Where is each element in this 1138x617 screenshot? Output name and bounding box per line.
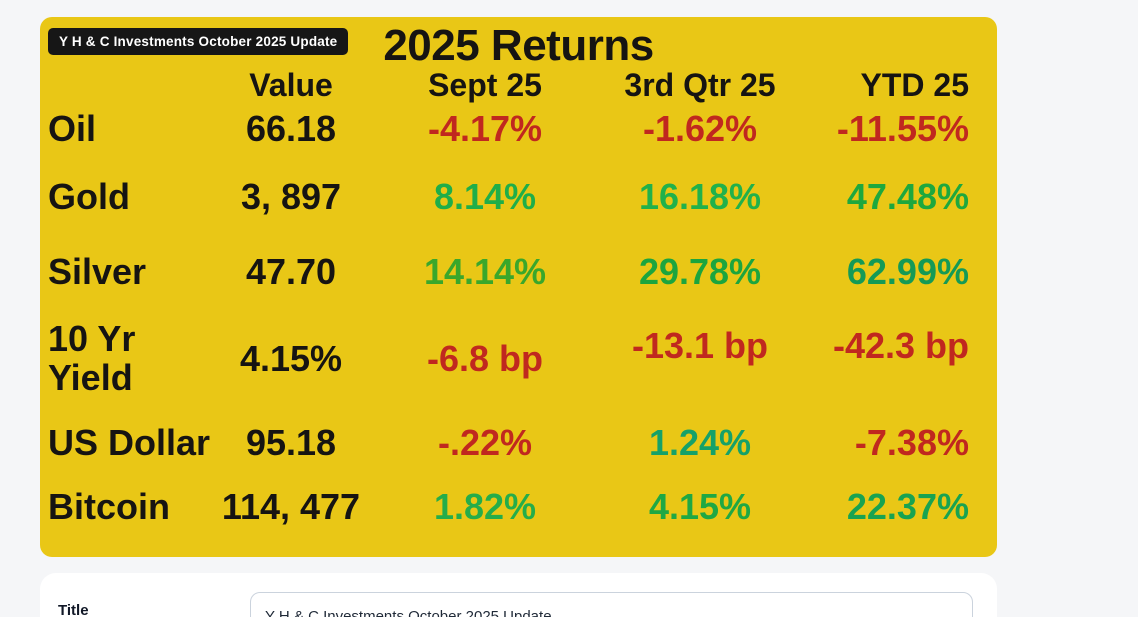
asset-value: 114, 477 bbox=[221, 485, 361, 527]
title-field-label: Title bbox=[58, 602, 89, 617]
column-header-value: Value bbox=[249, 66, 333, 103]
ytd-return: 62.99% bbox=[846, 250, 969, 292]
asset-name: Oil bbox=[48, 107, 97, 149]
qtr-return: 1.24% bbox=[648, 421, 752, 463]
returns-graphic[interactable]: Y H & C Investments October 2025 Update … bbox=[40, 17, 997, 557]
qtr-return: -1.62% bbox=[642, 107, 758, 149]
ytd-return: -42.3 bp bbox=[832, 324, 969, 366]
table-row: Bitcoin 114, 477 1.82% 4.15% 22.37% bbox=[40, 485, 997, 527]
qtr-return: 4.15% bbox=[648, 485, 752, 527]
sept-return: 8.14% bbox=[433, 175, 537, 217]
table-row: US Dollar 95.18 -.22% 1.24% -7.38% bbox=[40, 421, 997, 463]
update-badge: Y H & C Investments October 2025 Update bbox=[48, 28, 349, 55]
asset-value: 95.18 bbox=[245, 421, 337, 463]
graphic-title: 2025 Returns bbox=[383, 21, 654, 70]
sept-return: 1.82% bbox=[433, 485, 537, 527]
qtr-return: 29.78% bbox=[638, 250, 762, 292]
asset-value: 47.70 bbox=[245, 250, 337, 292]
sept-return: -.22% bbox=[437, 421, 533, 463]
table-row: Silver 47.70 14.14% 29.78% 62.99% bbox=[40, 250, 997, 292]
asset-name: Bitcoin bbox=[48, 485, 170, 527]
table-row: Gold 3, 897 8.14% 16.18% 47.48% bbox=[40, 175, 997, 217]
column-header-ytd: YTD 25 bbox=[860, 66, 969, 103]
asset-value: 4.15% bbox=[239, 337, 343, 379]
asset-value: 66.18 bbox=[245, 107, 337, 149]
sept-return: 14.14% bbox=[423, 250, 547, 292]
form-panel: Title bbox=[40, 573, 997, 617]
sept-return: -4.17% bbox=[427, 107, 543, 149]
table-row: 10 Yr Yield 4.15% -6.8 bp -13.1 bp -42.3… bbox=[40, 317, 997, 401]
asset-name: US Dollar bbox=[48, 421, 211, 463]
sept-return: -6.8 bp bbox=[426, 337, 543, 379]
qtr-return: 16.18% bbox=[638, 175, 762, 217]
asset-name: Gold bbox=[48, 175, 130, 217]
asset-value: 3, 897 bbox=[240, 175, 342, 217]
ytd-return: -11.55% bbox=[836, 107, 969, 149]
qtr-return: -13.1 bp bbox=[631, 324, 769, 366]
table-row: Oil 66.18 -4.17% -1.62% -11.55% bbox=[40, 107, 997, 149]
column-header-sept: Sept 25 bbox=[428, 66, 542, 103]
column-header-qtr: 3rd Qtr 25 bbox=[624, 66, 776, 103]
asset-name: 10 Yr Yield bbox=[48, 318, 136, 398]
ytd-return: 47.48% bbox=[846, 175, 969, 217]
table-header-row: Value Sept 25 3rd Qtr 25 YTD 25 bbox=[40, 67, 997, 103]
ytd-return: 22.37% bbox=[846, 485, 969, 527]
asset-name: Silver bbox=[48, 250, 147, 292]
title-input[interactable] bbox=[250, 592, 973, 617]
ytd-return: -7.38% bbox=[854, 421, 969, 463]
